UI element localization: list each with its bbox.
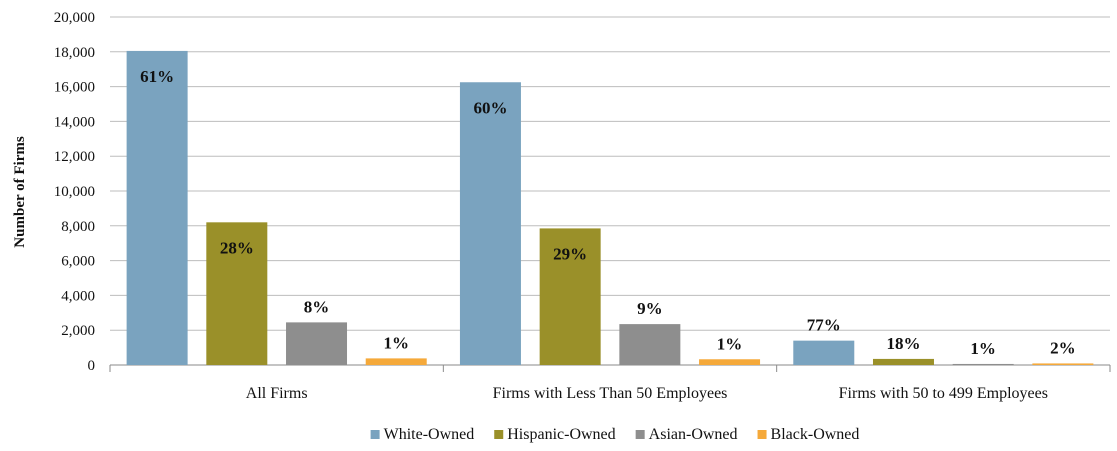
y-tick-label: 6,000 xyxy=(61,254,95,270)
data-label: 61% xyxy=(140,67,174,86)
y-tick-label: 8,000 xyxy=(61,219,95,235)
data-label: 2% xyxy=(1050,338,1076,357)
bars xyxy=(126,50,1094,366)
data-label: 1% xyxy=(717,334,743,353)
data-label: 28% xyxy=(220,238,254,257)
y-tick-label: 14,000 xyxy=(54,114,95,130)
category-label: Firms with 50 to 499 Employees xyxy=(839,385,1048,402)
legend-label: White-Owned xyxy=(384,426,475,443)
legend-swatch xyxy=(635,430,645,439)
data-labels: 61% 28% 8% 1% 60% 29% 9% 1% 77% 18% 1% 2% xyxy=(140,67,1076,358)
bar xyxy=(459,82,521,365)
legend-swatch xyxy=(370,430,380,439)
data-label: 1% xyxy=(970,339,996,358)
legend-item: White-Owned xyxy=(370,426,475,443)
y-tick-label: 16,000 xyxy=(54,80,95,96)
legend-item: Asian-Owned xyxy=(635,426,738,443)
y-tick-label: 4,000 xyxy=(61,288,95,304)
category-label: Firms with Less Than 50 Employees xyxy=(493,385,728,402)
y-tick-label: 2,000 xyxy=(61,323,95,339)
category-labels: All Firms Firms with Less Than 50 Employe… xyxy=(246,385,1048,402)
bar xyxy=(793,340,855,365)
y-tick-label: 10,000 xyxy=(54,184,95,200)
bar xyxy=(206,222,268,365)
legend-swatch xyxy=(494,430,504,439)
data-label: 60% xyxy=(473,98,507,117)
bar xyxy=(872,358,934,365)
y-tick-label: 0 xyxy=(88,358,96,374)
legend-label: Asian-Owned xyxy=(649,426,738,443)
legend-item: Hispanic-Owned xyxy=(494,426,616,443)
y-tick-label: 18,000 xyxy=(54,45,95,61)
y-tick-label: 12,000 xyxy=(54,149,95,165)
y-tick-labels: 0 2,000 4,000 6,000 8,000 10,000 12,000 14,000 1… xyxy=(54,10,95,374)
gridlines xyxy=(109,16,1111,372)
legend-item: Black-Owned xyxy=(757,426,860,443)
bar xyxy=(126,50,188,366)
legend-items: White-Owned Hispanic-Owned Asian-Owned Blac… xyxy=(370,426,860,443)
bar xyxy=(539,228,601,365)
data-label: 8% xyxy=(304,297,330,316)
bar xyxy=(1032,363,1094,365)
bar xyxy=(286,322,348,365)
legend: White-Owned Hispanic-Owned Asian-Owned Blac… xyxy=(370,426,860,443)
data-label: 1% xyxy=(383,333,409,352)
bar xyxy=(619,324,681,365)
category-label: All Firms xyxy=(246,385,308,402)
data-label: 18% xyxy=(886,334,920,353)
bar xyxy=(699,359,761,365)
y-axis-title: Number of Firms xyxy=(12,136,28,248)
data-label: 29% xyxy=(553,244,587,263)
legend-label: Hispanic-Owned xyxy=(507,426,615,443)
bar xyxy=(952,363,1014,365)
data-label: 77% xyxy=(807,316,841,335)
legend-swatch xyxy=(757,430,767,439)
bar xyxy=(365,358,427,365)
y-tick-label: 20,000 xyxy=(54,10,95,26)
data-label: 9% xyxy=(637,299,663,318)
legend-label: Black-Owned xyxy=(771,426,860,443)
